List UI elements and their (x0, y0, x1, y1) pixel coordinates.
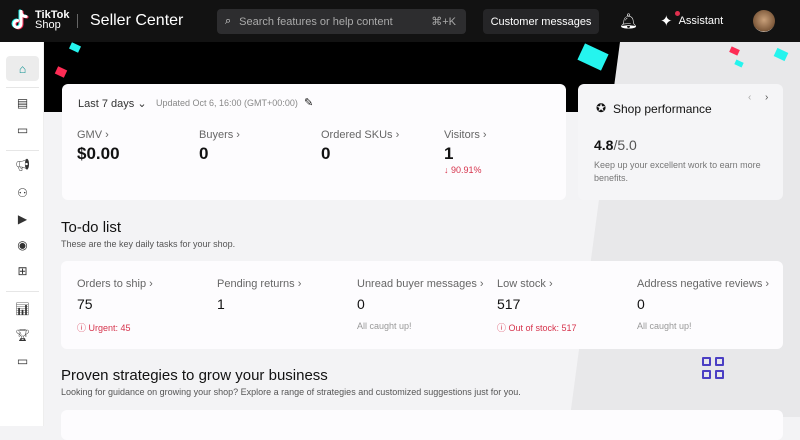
metric-value: $0.00 (77, 144, 120, 163)
wallet-icon[interactable]: ▭ (16, 353, 29, 368)
metric-value: 0 (321, 144, 331, 163)
assistant-label: Assistant (678, 15, 724, 27)
grid-view-icon[interactable] (702, 357, 724, 379)
metric-ordered-skus[interactable]: Ordered SKUs › (321, 129, 400, 141)
sidebar: ⌂ ▤ ▭ 📢︎ ⚇ ▶ ◉ ⊞ 📊︎ 🏆︎ ▭ (0, 42, 44, 426)
prev-arrow-icon[interactable]: ‹ (748, 92, 752, 103)
divider (6, 87, 39, 88)
search-icon: ⌕ (225, 15, 232, 27)
top-bar: TikTok Shop Seller Center ⌕ Search featur… (0, 0, 800, 42)
tiktok-shop-logo[interactable]: TikTok Shop (10, 8, 69, 32)
sparkle-icon: ✦ (660, 11, 680, 30)
search-shortcut: ⌘+K (431, 16, 456, 28)
medal-icon[interactable]: ◉ (17, 237, 28, 252)
users-icon[interactable]: ⚇ (17, 185, 28, 200)
strategies-subtitle: Looking for guidance on growing your sho… (61, 387, 521, 397)
notification-dot (675, 11, 680, 16)
video-icon[interactable]: ▶ (17, 211, 28, 226)
todo-card: Orders to ship › 75 ⓘ Urgent: 45 Pending… (61, 261, 783, 349)
next-arrow-icon[interactable]: › (765, 92, 769, 103)
megaphone-icon[interactable]: 📢︎ (14, 157, 31, 172)
shop-score: 4.8/5.0 (594, 137, 637, 153)
search-placeholder: Search features or help content (239, 15, 393, 28)
apps-icon[interactable]: ⊞ (17, 263, 28, 278)
badge-icon: ✪ (596, 101, 607, 115)
shop-performance-card[interactable]: ‹ › ✪ Shop performance 4.8/5.0 Keep up y… (578, 84, 783, 200)
strategies-title: Proven strategies to grow your business (61, 367, 328, 384)
metric-visitors[interactable]: Visitors › (444, 129, 487, 141)
metric-gmv[interactable]: GMV › (77, 129, 109, 141)
todo-subtitle: These are the key daily tasks for your s… (61, 239, 236, 249)
customer-messages-button[interactable]: Customer messages (483, 9, 599, 34)
shop-performance-title: Shop performance (613, 102, 712, 116)
app-title: Seller Center (90, 12, 184, 29)
metric-value: 1 (444, 144, 454, 163)
logo-text-tiktok: TikTok (35, 9, 70, 21)
metric-buyers[interactable]: Buyers › (199, 129, 240, 141)
tiktok-note-icon (10, 8, 32, 32)
logo-text-shop: Shop (35, 19, 61, 31)
trophy-icon[interactable]: 🏆︎ (14, 327, 31, 342)
clipboard-icon[interactable]: ▤ (16, 95, 29, 110)
visitors-change: ↓ 90.91% (444, 165, 482, 175)
todo-title: To-do list (61, 219, 122, 236)
assistant-button[interactable]: ✦ Assistant (660, 11, 724, 30)
divider (6, 150, 39, 151)
strategies-card (61, 410, 783, 440)
date-range-select[interactable]: Last 7 days ⌄ (78, 98, 147, 110)
analytics-icon[interactable]: 📊︎ (14, 301, 31, 316)
divider (6, 291, 39, 292)
search-input[interactable]: ⌕ Search features or help content ⌘+K (217, 9, 466, 34)
bell-icon[interactable]: 🔔︎ (619, 13, 639, 30)
edit-icon[interactable]: ✎ (304, 97, 314, 109)
metric-value: 0 (199, 144, 209, 163)
shop-performance-desc: Keep up your excellent work to earn more… (594, 160, 761, 183)
returns-box-icon[interactable]: ▭ (16, 122, 29, 137)
home-icon[interactable]: ⌂ (6, 56, 39, 81)
metrics-card: Last 7 days ⌄ Updated Oct 6, 16:00 (GMT+… (62, 84, 566, 200)
divider (77, 14, 78, 28)
avatar[interactable] (753, 10, 775, 32)
updated-time: Updated Oct 6, 16:00 (GMT+00:00) (156, 98, 298, 108)
